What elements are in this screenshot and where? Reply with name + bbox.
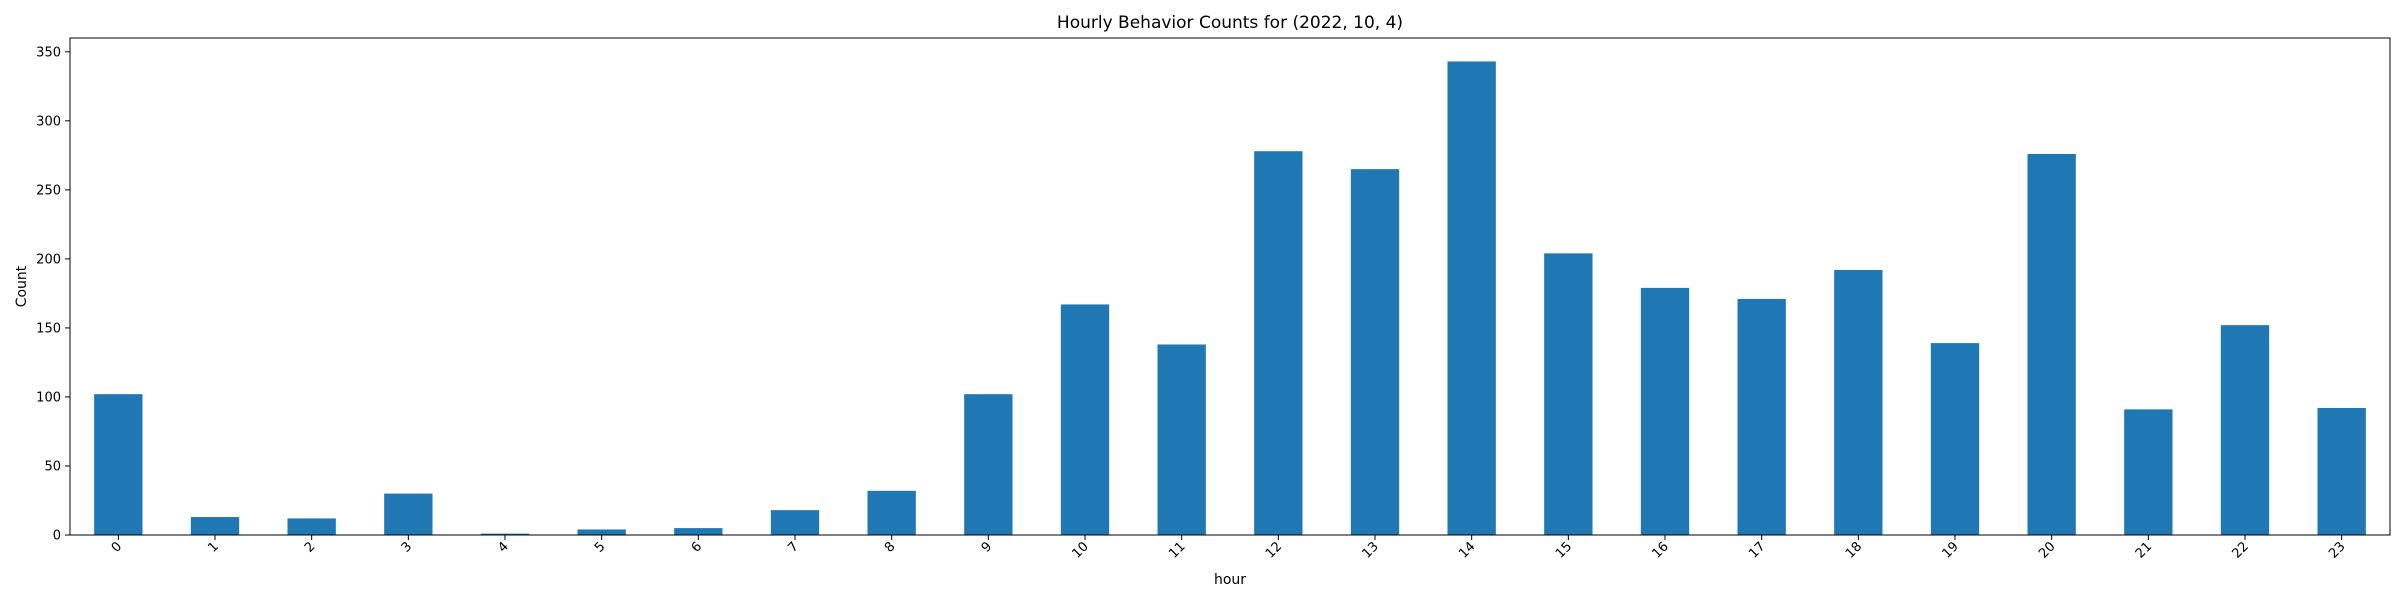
y-tick-label: 350	[36, 45, 61, 60]
bar-11	[1157, 344, 1206, 535]
x-tick-label: 19	[1940, 539, 1962, 561]
bar-14	[1447, 61, 1496, 535]
bar-10	[1060, 304, 1110, 535]
bar-16	[1640, 287, 1690, 535]
y-axis-label: Count	[14, 265, 30, 307]
x-tick-label: 9	[979, 539, 995, 555]
chart-title: Hourly Behavior Counts for (2022, 10, 4)	[1057, 13, 1403, 33]
bar-17	[1737, 298, 1786, 535]
y-tick-label: 300	[36, 114, 61, 129]
x-tick-label: 1	[205, 539, 221, 555]
x-tick-label: 16	[1650, 539, 1672, 561]
x-tick-label: 11	[1166, 539, 1188, 561]
y-tick-label: 250	[36, 183, 61, 198]
x-tick-label: 17	[1746, 539, 1768, 561]
bar-9	[964, 394, 1013, 535]
x-tick-label: 5	[592, 539, 608, 555]
plot-frame	[69, 37, 2391, 536]
x-tick-label: 12	[1263, 539, 1285, 561]
bar-6	[674, 528, 723, 535]
x-tick-label: 18	[1843, 539, 1865, 561]
bar-21	[2124, 409, 2173, 535]
x-axis-label: hour	[1214, 572, 1246, 588]
bar-0	[94, 394, 143, 535]
x-tick-label: 23	[2326, 539, 2348, 561]
bar-18	[1834, 269, 1883, 535]
bar-23	[2317, 407, 2366, 535]
bar-12	[1254, 151, 1303, 535]
bar-15	[1544, 253, 1593, 535]
bars-group	[94, 61, 2366, 535]
bar-8	[867, 490, 916, 535]
x-tick-label: 14	[1456, 539, 1478, 561]
y-axis: 0 50 100 150 200 250 300 350	[36, 45, 70, 544]
x-tick-label: 20	[2036, 539, 2058, 561]
x-tick-label: 22	[2230, 539, 2252, 561]
x-tick-label: 7	[785, 539, 801, 555]
y-tick-label: 50	[44, 459, 61, 474]
bar-1	[190, 517, 240, 535]
y-tick-label: 0	[53, 529, 61, 544]
y-tick-label: 150	[36, 321, 61, 336]
bar-3	[384, 493, 433, 535]
x-tick-label: 2	[302, 539, 318, 555]
x-tick-label: 21	[2133, 539, 2155, 561]
y-tick-label: 200	[36, 252, 61, 267]
bar-7	[770, 510, 820, 535]
x-tick-label: 8	[882, 539, 898, 555]
x-tick-label: 6	[689, 539, 705, 555]
x-tick-label: 4	[495, 539, 511, 555]
bar-19	[1930, 343, 1980, 535]
bar-13	[1350, 169, 1400, 535]
x-axis: 0 1 2 3 4 5 6 7 8 9 10 11 12 13 14 15 16 17 18 19 20 21 22 23	[109, 535, 2348, 562]
bar-4	[480, 533, 530, 535]
bar-20	[2027, 153, 2076, 535]
x-tick-label: 3	[399, 539, 415, 555]
y-tick-label: 100	[36, 390, 61, 405]
bar-5	[577, 529, 626, 535]
bar-2	[287, 518, 336, 535]
x-tick-label: 15	[1553, 539, 1575, 561]
x-tick-label: 13	[1360, 539, 1382, 561]
x-tick-label: 0	[109, 539, 125, 555]
bar-22	[2220, 325, 2270, 535]
x-tick-label: 10	[1070, 539, 1092, 561]
